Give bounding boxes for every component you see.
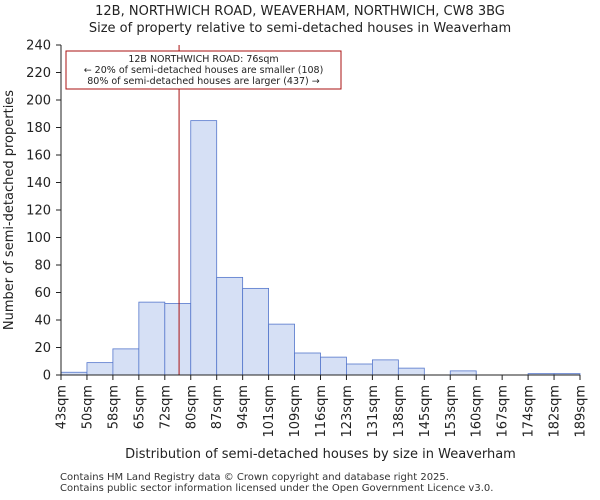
bar-131sqm <box>371 359 399 376</box>
bar-87sqm <box>216 276 244 376</box>
chart-subtitle: Size of property relative to semi-detach… <box>88 21 512 36</box>
y-tick-label: 180 <box>26 121 51 136</box>
y-tick-label: 140 <box>26 176 51 191</box>
x-tick-label: 182sqm <box>548 385 563 438</box>
x-tick-label: 116sqm <box>314 385 329 438</box>
x-tick-label: 58sqm <box>106 385 121 429</box>
annotation-line-3: 80% of semi-detached houses are larger (… <box>87 76 320 87</box>
chart-title: 12B, NORTHWICH ROAD, WEAVERHAM, NORTHWIC… <box>95 4 505 19</box>
x-tick-label: 109sqm <box>288 385 303 438</box>
x-tick-label: 138sqm <box>392 385 407 438</box>
plot-area: 12B NORTHWICH ROAD: 76sqm ← 20% of semi-… <box>2 39 589 463</box>
bar-65sqm <box>138 301 166 376</box>
y-tick-label: 40 <box>34 314 51 329</box>
bar-50sqm <box>86 362 114 376</box>
y-tick-label: 100 <box>26 231 51 246</box>
bar-123sqm <box>346 363 373 376</box>
x-tick-label: 145sqm <box>418 385 433 438</box>
annotation-box: 12B NORTHWICH ROAD: 76sqm ← 20% of semi-… <box>65 50 342 90</box>
bar-109sqm <box>294 352 321 376</box>
footer-attribution-2: Contains public sector information licen… <box>60 483 494 494</box>
y-tick-label: 160 <box>26 149 51 164</box>
bar-58sqm <box>112 348 140 376</box>
bar-72sqm <box>164 303 192 376</box>
bars <box>60 120 581 376</box>
x-axis-label: Distribution of semi-detached houses by … <box>125 447 516 462</box>
y-tick-label: 80 <box>34 259 51 274</box>
bar-101sqm <box>268 323 295 376</box>
annotation-border <box>65 50 342 90</box>
bar-116sqm <box>320 356 347 376</box>
x-axis-ticks: 43sqm 50sqm 58sqm 65sqm 72sqm 80sqm 87sqm 94sqm… <box>55 375 589 438</box>
x-tick-label: 65sqm <box>132 385 147 429</box>
annotation-line-2: ← 20% of semi-detached houses are smalle… <box>84 65 324 76</box>
x-tick-label: 160sqm <box>470 385 485 438</box>
x-tick-label: 94sqm <box>236 385 251 429</box>
x-tick-label: 101sqm <box>262 385 277 438</box>
y-tick-label: 0 <box>43 369 51 384</box>
x-tick-label: 80sqm <box>184 385 199 429</box>
annotation-line-1: 12B NORTHWICH ROAD: 76sqm <box>128 54 278 65</box>
y-tick-label: 220 <box>26 66 51 81</box>
x-tick-label: 43sqm <box>55 385 70 429</box>
bar-138sqm <box>397 367 425 376</box>
y-tick-label: 200 <box>26 94 51 109</box>
x-tick-label: 131sqm <box>366 385 381 438</box>
y-tick-label: 60 <box>34 286 51 301</box>
x-tick-label: 167sqm <box>496 385 511 438</box>
x-tick-label: 123sqm <box>340 385 355 438</box>
footer-attribution-1: Contains HM Land Registry data © Crown c… <box>60 472 449 483</box>
x-tick-label: 50sqm <box>80 385 95 429</box>
y-tick-label: 120 <box>26 204 51 219</box>
y-tick-label: 20 <box>34 341 51 356</box>
x-tick-label: 189sqm <box>574 385 589 438</box>
x-tick-label: 72sqm <box>158 385 173 429</box>
bar-94sqm <box>242 287 269 376</box>
x-tick-label: 87sqm <box>210 385 225 429</box>
bar-153sqm <box>449 370 477 376</box>
bar-80sqm <box>190 120 218 376</box>
y-axis-label: Number of semi-detached properties <box>2 90 17 330</box>
y-tick-label: 240 <box>26 39 51 54</box>
y-axis-ticks: 0 20 40 60 80 100 120 140 160 180 200 220 240 <box>26 39 61 384</box>
x-tick-label: 153sqm <box>444 385 459 438</box>
x-tick-label: 174sqm <box>522 385 537 438</box>
